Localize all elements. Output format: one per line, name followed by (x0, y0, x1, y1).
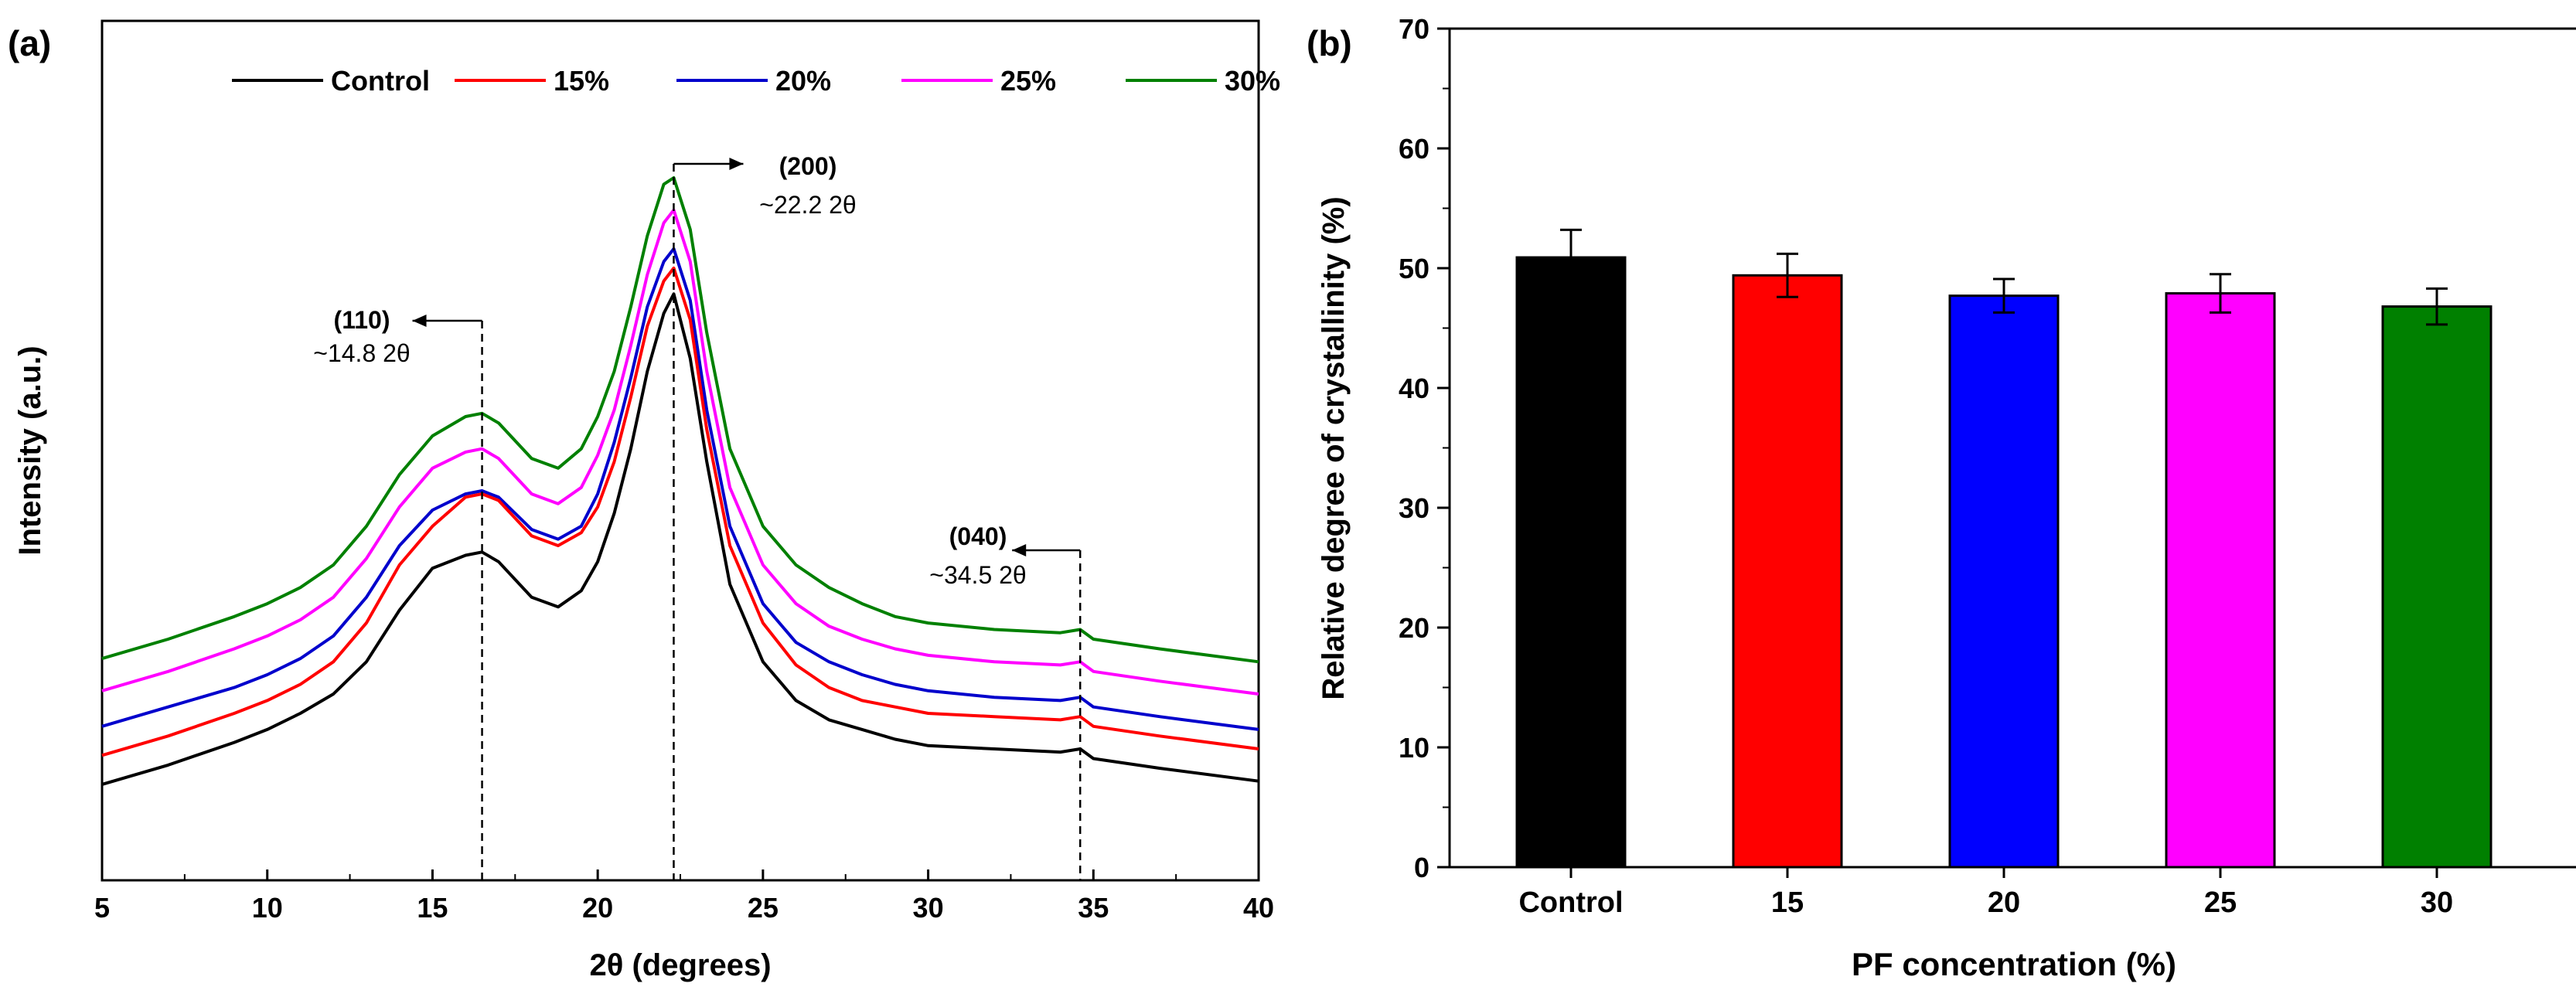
legend-label: Control (331, 65, 430, 97)
x-tick-label: 10 (252, 892, 283, 924)
panel-b-x-axis-title: PF concentration (%) (1852, 946, 2176, 982)
legend-label: 30% (1225, 65, 1280, 97)
panel-b-plot-frame (1448, 27, 2576, 869)
peak-arrow-head (1012, 544, 1027, 556)
panel-a-annotations: (110) ~14.8 2θ (200) ~22.2 2θ (040) ~34.5 2θ (313, 152, 1082, 880)
x-tick-label: 20 (582, 892, 613, 924)
panel-b-y-axis: 0 10 20 30 40 50 60 70 (1399, 13, 1450, 883)
legend-label: 15% (554, 65, 609, 97)
series-line-30pct (101, 176, 1259, 664)
bar-30 (2381, 305, 2493, 869)
peak-arrow-head (412, 315, 427, 327)
panel-b: (b) 0 10 20 30 40 50 60 70 Control 15 20 25 30 PF c… (1307, 13, 2576, 982)
y-tick-label: 40 (1399, 373, 1429, 404)
x-tick-label: 15 (417, 892, 448, 924)
bar-20 (1948, 294, 2060, 869)
x-tick-label: 25 (748, 892, 779, 924)
x-tick-label: 15 (1771, 886, 1804, 919)
panel-a-curves (101, 176, 1259, 786)
y-tick-label: 20 (1399, 612, 1429, 644)
y-tick-label: 70 (1399, 13, 1429, 45)
x-tick-label: 35 (1078, 892, 1109, 924)
y-tick-label: 60 (1399, 133, 1429, 165)
y-tick-label: 50 (1399, 253, 1429, 284)
panel-b-x-axis: Control 15 20 25 30 (1518, 867, 2453, 919)
series-line-25pct (101, 208, 1259, 696)
panel-a-y-axis-title: Intensity (a.u.) (13, 345, 47, 555)
bar-15 (1732, 274, 1843, 869)
panel-a-x-axis: 5 10 15 20 25 30 35 40 (94, 869, 1274, 924)
series-line-20pct (101, 247, 1259, 731)
panel-b-label: (b) (1307, 23, 1352, 63)
panel-a-x-axis-title: 2θ (degrees) (589, 948, 771, 982)
panel-b-y-axis-title: Relative degree of crystallinity (%) (1317, 196, 1351, 699)
series-line-15pct (101, 266, 1259, 757)
panel-b-bars (1515, 228, 2493, 869)
x-tick-label: 30 (2421, 886, 2453, 919)
x-tick-label: 25 (2204, 886, 2237, 919)
peak-plane-label: (110) (334, 306, 390, 334)
peak-plane-label: (040) (949, 522, 1007, 550)
panel-a-label: (a) (8, 23, 51, 63)
peak-position-label: ~22.2 2θ (759, 191, 856, 219)
x-tick-label: 30 (913, 892, 944, 924)
x-tick-label: Control (1518, 886, 1623, 919)
y-tick-label: 30 (1399, 492, 1429, 524)
peak-position-label: ~34.5 2θ (929, 561, 1026, 589)
y-tick-label: 10 (1399, 732, 1429, 764)
series-line-control (101, 292, 1259, 786)
bar-control (1515, 256, 1627, 869)
panel-a: (a) Control 15% 20% 25% 30% (110) ~14.8 2θ (20… (8, 19, 1280, 982)
x-tick-label: 20 (1988, 886, 2020, 919)
panel-a-legend: Control 15% 20% 25% 30% (232, 65, 1280, 97)
peak-arrow-head (729, 158, 744, 170)
legend-label: 25% (1000, 65, 1056, 97)
y-tick-label: 0 (1414, 852, 1429, 883)
x-tick-label: 5 (94, 892, 110, 924)
x-tick-label: 40 (1243, 892, 1274, 924)
peak-plane-label: (200) (779, 152, 837, 180)
peak-position-label: ~14.8 2θ (313, 339, 410, 367)
legend-label: 20% (775, 65, 831, 97)
bar-25 (2165, 292, 2276, 869)
